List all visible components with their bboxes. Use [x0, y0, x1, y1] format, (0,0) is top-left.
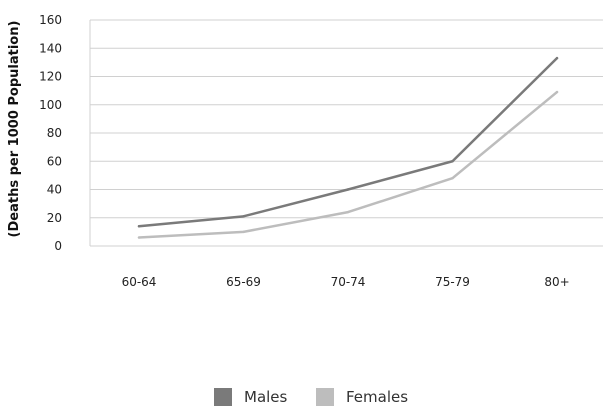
legend-label-males: Males	[244, 388, 288, 406]
legend-swatch-females	[316, 388, 334, 406]
y-axis-title: (Deaths per 1000 Population)	[7, 21, 22, 238]
data-point-females	[451, 177, 454, 180]
label-layer: 0 20 40 60 80 100 120 140 160 60-64 65-69 70-74 75-7…	[7, 13, 570, 289]
y-tick-label: 20	[47, 211, 62, 225]
data-point-males	[346, 188, 350, 191]
y-tick-label: 100	[39, 98, 62, 112]
y-tick-label: 120	[39, 70, 62, 84]
x-tick-label: 75-79	[435, 275, 470, 289]
y-tick-label: 160	[39, 13, 62, 27]
x-tick-label: 60-64	[122, 275, 157, 289]
y-tick-label: 140	[39, 41, 62, 55]
data-point-males	[555, 56, 559, 60]
x-tick-label: 80+	[544, 275, 569, 289]
y-tick-label: 60	[47, 154, 62, 168]
x-tick-label: 65-69	[226, 275, 261, 289]
y-tick-label: 0	[54, 239, 62, 253]
grid-layer	[90, 19, 603, 247]
data-point-males	[137, 225, 141, 228]
data-point-males	[451, 160, 454, 163]
y-tick-label: 40	[47, 183, 62, 197]
data-point-females	[346, 210, 350, 214]
legend: Males Females	[214, 388, 408, 406]
legend-label-females: Females	[346, 388, 408, 406]
series-layer	[137, 56, 559, 239]
data-point-males	[242, 215, 245, 218]
y-tick-label: 80	[47, 126, 62, 140]
data-point-females	[137, 236, 141, 239]
x-tick-label: 70-74	[331, 275, 366, 289]
data-point-females	[555, 90, 559, 94]
series-line-females	[137, 90, 559, 239]
data-point-females	[242, 230, 245, 234]
legend-swatch-males	[214, 388, 232, 406]
